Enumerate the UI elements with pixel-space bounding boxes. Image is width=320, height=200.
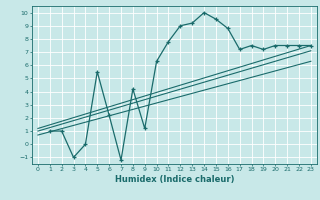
X-axis label: Humidex (Indice chaleur): Humidex (Indice chaleur) [115,175,234,184]
